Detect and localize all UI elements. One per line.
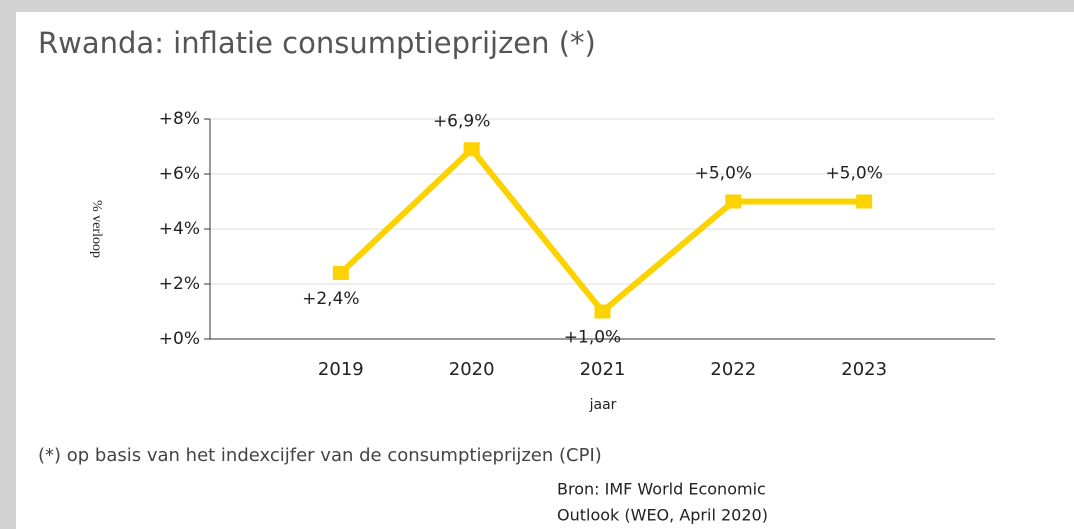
data-label: +6,9% bbox=[433, 111, 490, 131]
y-axis-label: % verloop bbox=[89, 200, 104, 258]
x-tick-label: 2022 bbox=[710, 359, 756, 380]
source-line: Bron: IMF World Economic bbox=[557, 480, 766, 499]
panel bbox=[16, 12, 1074, 529]
x-tick-label: 2021 bbox=[580, 359, 626, 380]
y-tick-label: +0% bbox=[159, 329, 200, 349]
y-tick-label: +6% bbox=[159, 164, 200, 184]
data-label: +1,0% bbox=[564, 328, 621, 348]
marker bbox=[725, 194, 742, 209]
data-label: +2,4% bbox=[302, 289, 359, 309]
source-line: Outlook (WEO, April 2020) bbox=[557, 506, 768, 525]
x-axis-label: jaar bbox=[589, 397, 617, 413]
data-label: +5,0% bbox=[825, 164, 882, 184]
y-tick-label: +4% bbox=[159, 219, 200, 239]
x-tick-label: 2023 bbox=[841, 359, 887, 380]
chart-title: Rwanda: inflatie consumptieprijzen (*) bbox=[38, 26, 596, 60]
data-label: +5,0% bbox=[695, 164, 752, 184]
x-tick-label: 2019 bbox=[318, 359, 364, 380]
marker bbox=[594, 304, 611, 319]
y-tick-label: +2% bbox=[159, 274, 200, 294]
footnote: (*) op basis van het indexcijfer van de … bbox=[38, 445, 602, 466]
x-tick-label: 2020 bbox=[449, 359, 495, 380]
y-tick-label: +8% bbox=[159, 109, 200, 129]
marker bbox=[463, 142, 480, 157]
marker bbox=[856, 194, 873, 209]
marker bbox=[332, 266, 349, 280]
